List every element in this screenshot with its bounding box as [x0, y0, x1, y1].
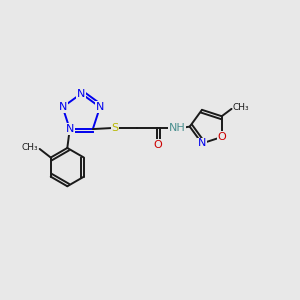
Text: N: N	[96, 102, 104, 112]
Text: NH: NH	[168, 123, 185, 133]
Text: S: S	[111, 123, 118, 133]
Text: N: N	[198, 138, 206, 148]
Text: N: N	[77, 88, 86, 99]
Text: CH₃: CH₃	[232, 103, 249, 112]
Text: O: O	[154, 140, 163, 150]
Text: N: N	[58, 102, 67, 112]
Text: CH₃: CH₃	[22, 143, 38, 152]
Text: O: O	[217, 132, 226, 142]
Text: N: N	[66, 124, 74, 134]
